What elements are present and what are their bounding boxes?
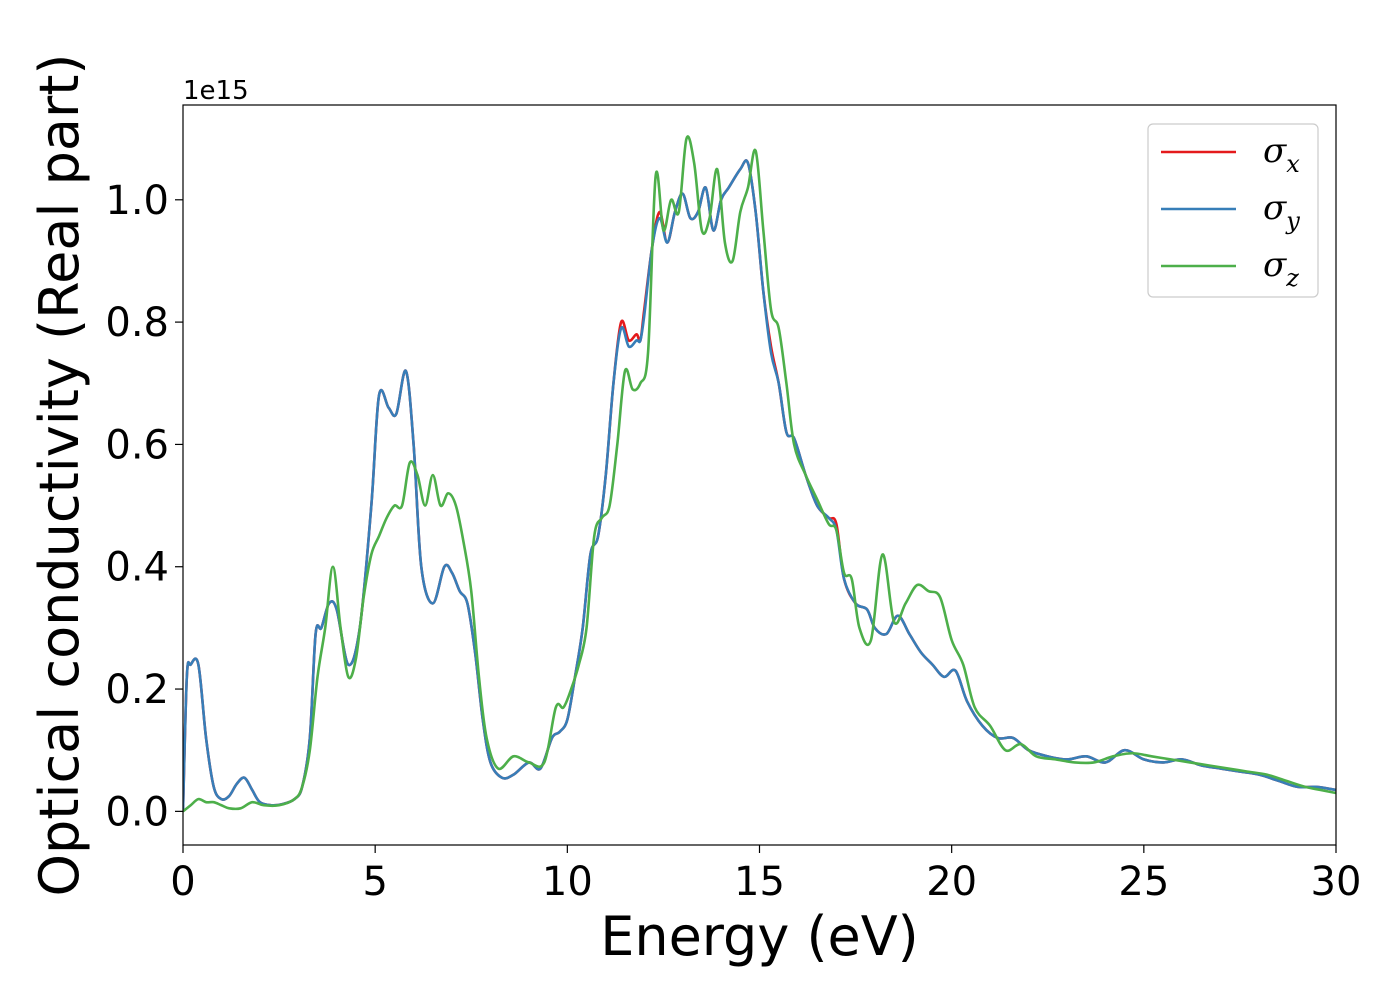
y-tick-label: 0.6 (105, 422, 169, 468)
y-axis-label: Optical conductivity (Real part) (28, 54, 91, 897)
series-line-z (183, 135, 1336, 813)
x-tick-label: 10 (542, 859, 593, 905)
y-offset-text: 1e15 (183, 76, 249, 106)
y-axis: 0.0 0.2 0.4 0.6 0.8 1.0 (105, 178, 183, 835)
x-tick-label: 15 (734, 859, 785, 905)
legend: σx σy σz (1147, 123, 1319, 298)
x-axis: 0 5 10 15 20 25 30 (170, 845, 1361, 905)
y-tick-label: 0.4 (105, 545, 169, 591)
y-tick-label: 0.0 (105, 789, 169, 835)
x-tick-label: 25 (1118, 859, 1169, 905)
legend-label-z: σz (1263, 245, 1299, 292)
legend-box (1147, 123, 1319, 298)
legend-label-x: σx (1263, 131, 1300, 178)
x-tick-label: 20 (926, 859, 977, 905)
y-tick-label: 1.0 (105, 178, 169, 224)
x-tick-label: 5 (362, 859, 387, 905)
x-tick-label: 30 (1311, 859, 1362, 905)
x-axis-label: Energy (eV) (600, 905, 919, 968)
legend-label-y: σy (1263, 188, 1300, 235)
series-layer (183, 135, 1336, 813)
x-tick-label: 0 (170, 859, 195, 905)
y-tick-label: 0.2 (105, 667, 169, 713)
series-line-y (183, 159, 1336, 812)
y-tick-label: 0.8 (105, 300, 169, 346)
